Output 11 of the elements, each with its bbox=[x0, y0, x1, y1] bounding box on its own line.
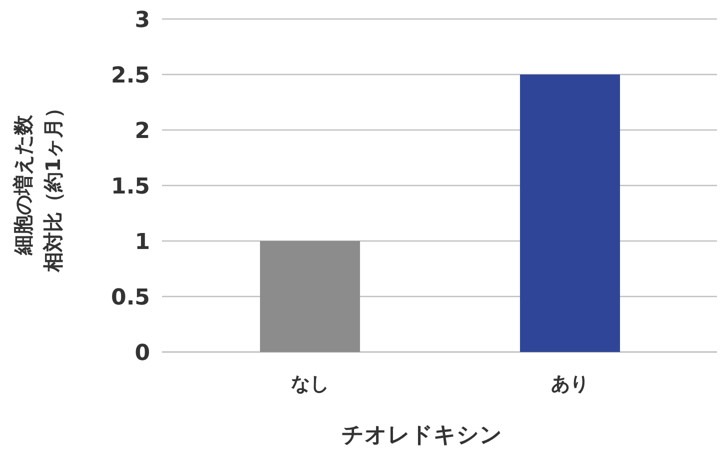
x-axis-title: チオレドキシン bbox=[342, 423, 502, 448]
y-tick-label: 2 bbox=[134, 119, 150, 144]
y-tick-label: 1 bbox=[134, 230, 150, 255]
x-tick-label: なし bbox=[291, 373, 329, 395]
y-tick-label: 3 bbox=[134, 8, 150, 33]
y-tick-label: 2.5 bbox=[111, 64, 150, 88]
y-tick-label: 0.5 bbox=[111, 286, 150, 310]
x-tick-label: あり bbox=[551, 373, 589, 395]
y-tick-label: 1.5 bbox=[111, 174, 150, 200]
y-tick-label: 0 bbox=[134, 341, 150, 366]
y-axis-title: 細胞の増えた数相対比（約1ヶ月） bbox=[11, 98, 65, 273]
